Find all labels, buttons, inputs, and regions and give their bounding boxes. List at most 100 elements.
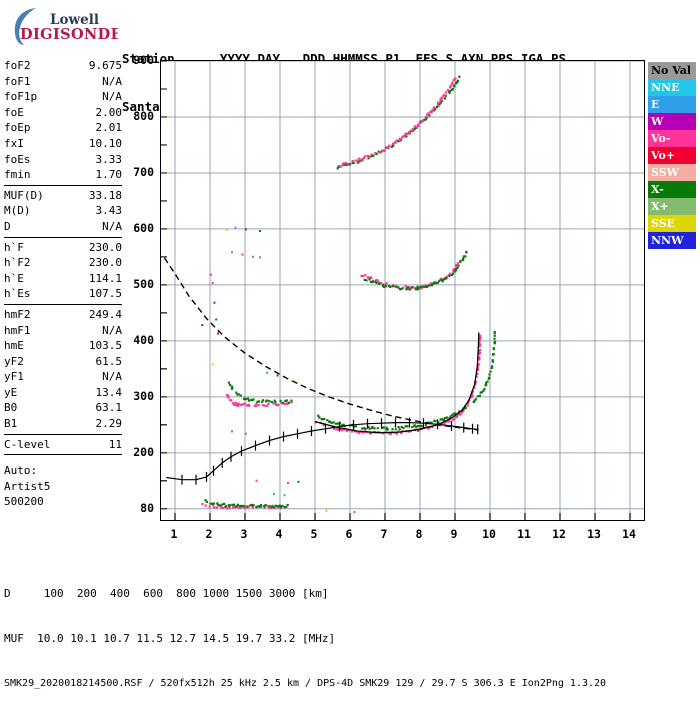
legend-swatch[interactable]: W xyxy=(648,113,696,130)
data-point xyxy=(444,97,446,99)
param-key: foE xyxy=(4,105,24,121)
data-point xyxy=(398,426,400,428)
data-point xyxy=(486,381,488,383)
data-point xyxy=(333,421,335,423)
data-point xyxy=(244,403,246,405)
data-point xyxy=(395,286,397,288)
legend-swatch[interactable]: NNE xyxy=(648,79,696,96)
data-point xyxy=(418,287,420,289)
data-point xyxy=(477,395,479,397)
data-point xyxy=(417,425,419,427)
data-point xyxy=(367,276,369,278)
data-point xyxy=(362,275,364,277)
data-point xyxy=(493,353,495,355)
data-point xyxy=(408,131,410,133)
x-axis-label: 11 xyxy=(512,527,536,541)
legend-swatch[interactable]: Vo+ xyxy=(648,147,696,164)
data-point xyxy=(337,423,339,425)
data-point xyxy=(421,425,423,427)
data-point xyxy=(205,504,207,506)
param-row: M(D) 3.43 xyxy=(4,203,122,219)
data-point xyxy=(453,84,455,86)
data-point xyxy=(458,76,460,78)
data-point xyxy=(358,432,360,434)
data-point xyxy=(411,130,413,132)
param-value: N/A xyxy=(102,369,122,385)
data-point xyxy=(375,282,377,284)
data-point xyxy=(364,274,366,276)
data-point xyxy=(282,402,284,404)
data-point xyxy=(273,506,275,508)
data-point xyxy=(206,501,208,503)
param-value: 9.675 xyxy=(89,58,122,74)
noise-point xyxy=(231,251,233,253)
data-point xyxy=(407,286,409,288)
data-point xyxy=(269,505,271,507)
data-point xyxy=(267,403,269,405)
data-point xyxy=(411,426,413,428)
data-point xyxy=(345,162,347,164)
param-row: fxI 10.10 xyxy=(4,136,122,152)
param-divider xyxy=(4,237,122,238)
data-point xyxy=(394,142,396,144)
legend-swatch[interactable]: SSW xyxy=(648,164,696,181)
x-axis-label: 13 xyxy=(582,527,606,541)
auto-label: Auto: xyxy=(4,463,122,479)
muf-distance-row: D 100 200 400 600 800 1000 1500 3000 [km… xyxy=(4,586,606,601)
data-point xyxy=(478,358,480,360)
data-point xyxy=(229,504,231,506)
param-row: B0 63.1 xyxy=(4,400,122,416)
data-point xyxy=(402,427,404,429)
noise-point xyxy=(273,493,275,495)
data-point xyxy=(452,88,454,90)
x-axis-label: 10 xyxy=(477,527,501,541)
noise-point xyxy=(291,380,293,382)
background-noise-echoes xyxy=(201,227,355,513)
data-point xyxy=(251,399,253,401)
param-value: N/A xyxy=(102,89,122,105)
series-f2-scaled-black-trace xyxy=(315,333,479,433)
legend-swatch[interactable]: X- xyxy=(648,181,696,198)
data-point xyxy=(406,133,408,135)
data-point xyxy=(399,428,401,430)
data-point xyxy=(457,265,459,267)
noise-point xyxy=(217,332,219,334)
data-point xyxy=(441,97,443,99)
data-point xyxy=(437,102,439,104)
data-point xyxy=(459,413,461,415)
legend-swatch[interactable]: SSE xyxy=(648,215,696,232)
data-point xyxy=(368,278,370,280)
data-point xyxy=(491,365,493,367)
param-row: yF2 61.5 xyxy=(4,354,122,370)
data-point xyxy=(248,405,250,407)
ionogram-plot-area[interactable] xyxy=(160,60,645,521)
data-point xyxy=(379,151,381,153)
legend-swatch[interactable]: X+ xyxy=(648,198,696,215)
x-axis-label: 7 xyxy=(372,527,396,541)
data-point xyxy=(241,505,243,507)
data-point xyxy=(494,341,496,343)
legend-swatch[interactable]: Vo- xyxy=(648,130,696,147)
autoscaling-info: Auto: Artist5 500200 xyxy=(4,463,122,510)
data-point xyxy=(383,426,385,428)
y-axis-label: 200 xyxy=(120,445,154,459)
legend-swatch[interactable]: E xyxy=(648,96,696,113)
param-row: foF1 N/A xyxy=(4,74,122,90)
data-point xyxy=(444,417,446,419)
data-point xyxy=(255,506,257,508)
legend-swatch[interactable]: NNW xyxy=(648,232,696,249)
param-key: foF2 xyxy=(4,58,31,74)
data-point xyxy=(244,507,246,509)
noise-point xyxy=(277,374,279,376)
legend-swatch[interactable]: No Val xyxy=(648,62,696,79)
data-point xyxy=(479,349,481,351)
param-key: yF1 xyxy=(4,369,24,385)
noise-point xyxy=(245,433,247,435)
data-point xyxy=(489,371,491,373)
data-point xyxy=(243,505,245,507)
noise-point xyxy=(259,256,261,258)
data-point xyxy=(252,504,254,506)
data-point xyxy=(343,162,345,164)
data-point xyxy=(271,401,273,403)
data-point xyxy=(409,288,411,290)
